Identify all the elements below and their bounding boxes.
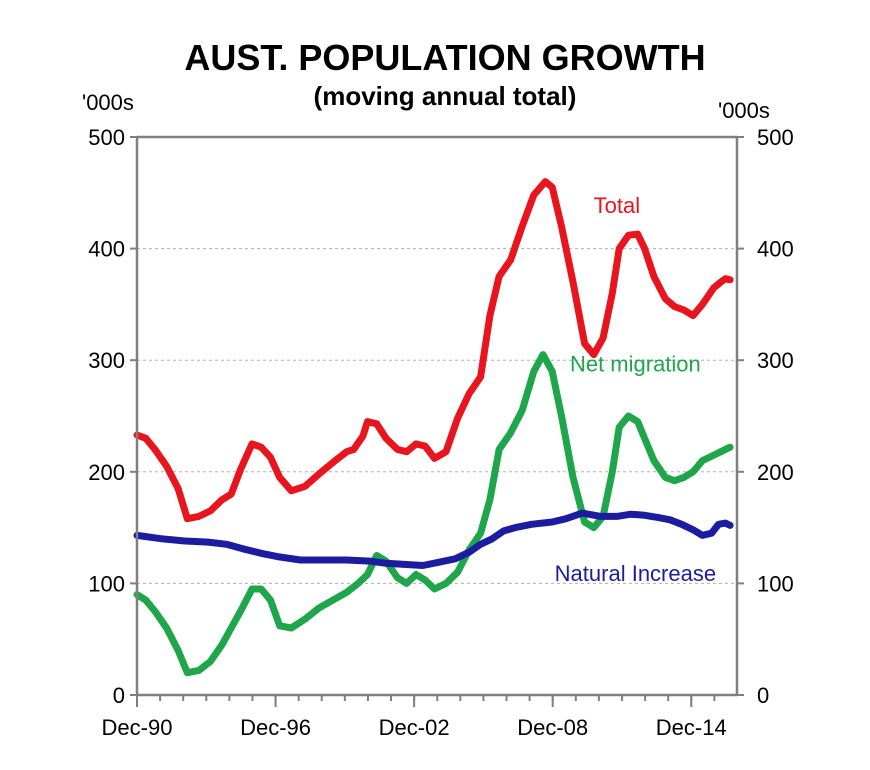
series-line-natural-increase — [133, 509, 734, 569]
chart-title: AUST. POPULATION GROWTH — [184, 37, 705, 78]
series-line-net-migration — [133, 351, 734, 677]
series-lines — [133, 178, 734, 677]
y-tick-label-right: 100 — [757, 571, 794, 596]
x-tick-label: Dec-96 — [240, 715, 311, 740]
x-tick-label: Dec-14 — [656, 715, 727, 740]
plot-frame — [135, 135, 739, 697]
y-tick-label-left: 100 — [88, 571, 125, 596]
y-axis-right-unit: '000s — [718, 98, 770, 123]
y-tick-label-left: 0 — [113, 683, 125, 708]
y-tick-label-right: 300 — [757, 348, 794, 373]
series-labels: Total Net migration Natural Increase — [555, 193, 716, 586]
y-tick-label-right: 200 — [757, 460, 794, 485]
y-axis-left-unit: '000s — [82, 90, 134, 115]
y-tick-label-right: 0 — [757, 683, 769, 708]
y-axis-right-ticks: 0 100 200 300 400 500 — [737, 125, 794, 708]
y-tick-label-left: 300 — [88, 348, 125, 373]
x-tick-label: Dec-90 — [102, 715, 173, 740]
y-tick-label-left: 200 — [88, 460, 125, 485]
x-tick-label: Dec-08 — [517, 715, 588, 740]
gridlines — [137, 248, 737, 584]
series-label-total: Total — [594, 193, 640, 218]
x-tick-label: Dec-02 — [379, 715, 450, 740]
y-tick-label-right: 400 — [757, 237, 794, 262]
series-line-total — [133, 178, 734, 523]
series-label-net-migration: Net migration — [570, 351, 701, 376]
chart-subtitle: (moving annual total) — [314, 81, 577, 111]
series-label-natural-increase: Natural Increase — [555, 561, 716, 586]
y-tick-label-left: 400 — [88, 237, 125, 262]
x-axis-ticks: Dec-90 Dec-96 Dec-02 Dec-08 Dec-14 — [102, 695, 727, 740]
y-tick-label-right: 500 — [757, 125, 794, 150]
y-axis-left-ticks: 0 100 200 300 400 500 — [88, 125, 137, 708]
y-tick-label-left: 500 — [88, 125, 125, 150]
